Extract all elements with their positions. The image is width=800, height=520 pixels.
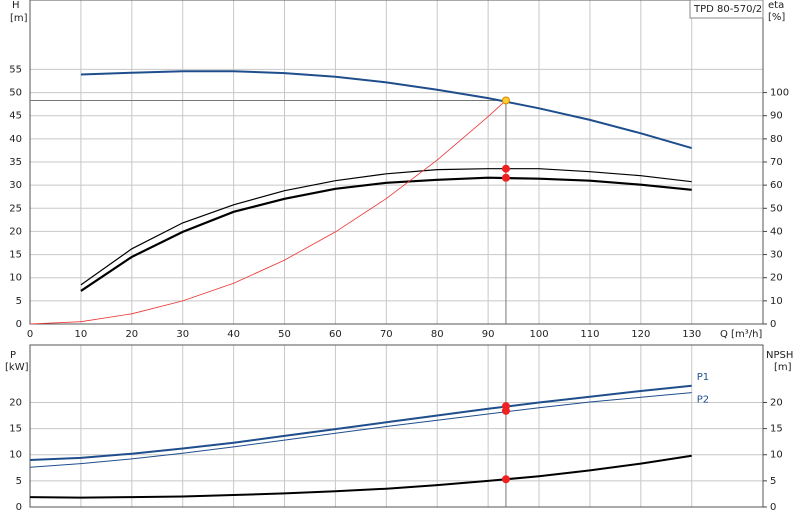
x-tick-label: 50	[278, 329, 291, 340]
x-tick-label: 80	[431, 329, 444, 340]
y-tick-label: 35	[9, 157, 22, 168]
y-tick-label: 5	[16, 476, 22, 487]
y2-tick-label: 10	[770, 450, 783, 461]
y-axis-label: P	[10, 350, 16, 361]
y-tick-label: 30	[9, 180, 22, 191]
series-line	[29, 100, 507, 325]
y2-tick-label: 100	[770, 88, 789, 99]
y2-tick-label: 80	[770, 134, 783, 145]
series-line	[29, 384, 692, 461]
x-tick-label: 30	[176, 329, 189, 340]
y2-tick-label: 30	[770, 250, 783, 261]
y2-tick-label: 60	[770, 180, 783, 191]
y2-tick-label: 15	[770, 424, 783, 435]
y2-tick-label: 10	[770, 296, 783, 307]
x-tick-label: 0	[27, 329, 33, 340]
x-tick-label: 100	[529, 329, 548, 340]
x-axis-label: Q [m³/h]	[720, 329, 762, 340]
y-tick-label: 15	[9, 424, 22, 435]
x-tick-label: 20	[125, 329, 138, 340]
x-tick-label: 130	[682, 329, 701, 340]
series-line	[29, 392, 692, 468]
y2-axis-unit: [m]	[774, 362, 792, 373]
y2-tick-label: 50	[770, 203, 783, 214]
series-label: P1	[697, 372, 709, 383]
operating-point	[501, 406, 510, 415]
y2-tick-label: 0	[770, 502, 776, 513]
operating-point	[501, 164, 510, 173]
y-tick-label: 10	[9, 450, 22, 461]
series-line	[80, 168, 692, 286]
series-line	[80, 70, 692, 150]
y-tick-label: 25	[9, 203, 22, 214]
y2-tick-label: 0	[770, 319, 776, 330]
title-box	[689, 0, 764, 19]
y-tick-label: 50	[9, 88, 22, 99]
series-line	[29, 454, 692, 499]
y-tick-label: 55	[9, 64, 22, 75]
y2-axis-label: eta	[768, 0, 784, 11]
y-tick-label: 10	[9, 273, 22, 284]
y-axis-unit: [m]	[10, 13, 28, 24]
y-tick-label: 5	[16, 296, 22, 307]
y-axis-unit: [kW]	[5, 362, 29, 373]
x-tick-label: 90	[482, 329, 495, 340]
y-axis-label: H	[12, 0, 20, 11]
y-tick-label: 0	[16, 319, 22, 330]
y2-tick-label: 20	[770, 397, 783, 408]
x-tick-label: 120	[631, 329, 650, 340]
chart-title: TPD 80-570/2	[693, 4, 762, 15]
y2-tick-label: 90	[770, 111, 783, 122]
y2-tick-label: 40	[770, 226, 783, 237]
operating-point	[501, 475, 510, 484]
operating-point	[501, 173, 510, 182]
y-tick-label: 0	[16, 502, 22, 513]
x-tick-label: 60	[329, 329, 342, 340]
y-tick-label: 45	[9, 111, 22, 122]
x-tick-label: 70	[380, 329, 393, 340]
x-tick-label: 40	[227, 329, 240, 340]
y2-tick-label: 5	[770, 476, 776, 487]
y2-tick-label: 70	[770, 157, 783, 168]
y2-tick-label: 20	[770, 273, 783, 284]
y-tick-label: 20	[9, 397, 22, 408]
plot-frame	[29, 344, 764, 508]
x-tick-label: 110	[580, 329, 599, 340]
y2-axis-label: NPSH	[766, 350, 793, 361]
series-label: P2	[697, 395, 709, 406]
operating-point	[501, 96, 510, 105]
x-tick-label: 10	[75, 329, 88, 340]
y-tick-label: 15	[9, 250, 22, 261]
y2-axis-unit: [%]	[768, 12, 785, 23]
y-tick-label: 40	[9, 134, 22, 145]
series-line	[80, 176, 692, 292]
y-tick-label: 20	[9, 226, 22, 237]
